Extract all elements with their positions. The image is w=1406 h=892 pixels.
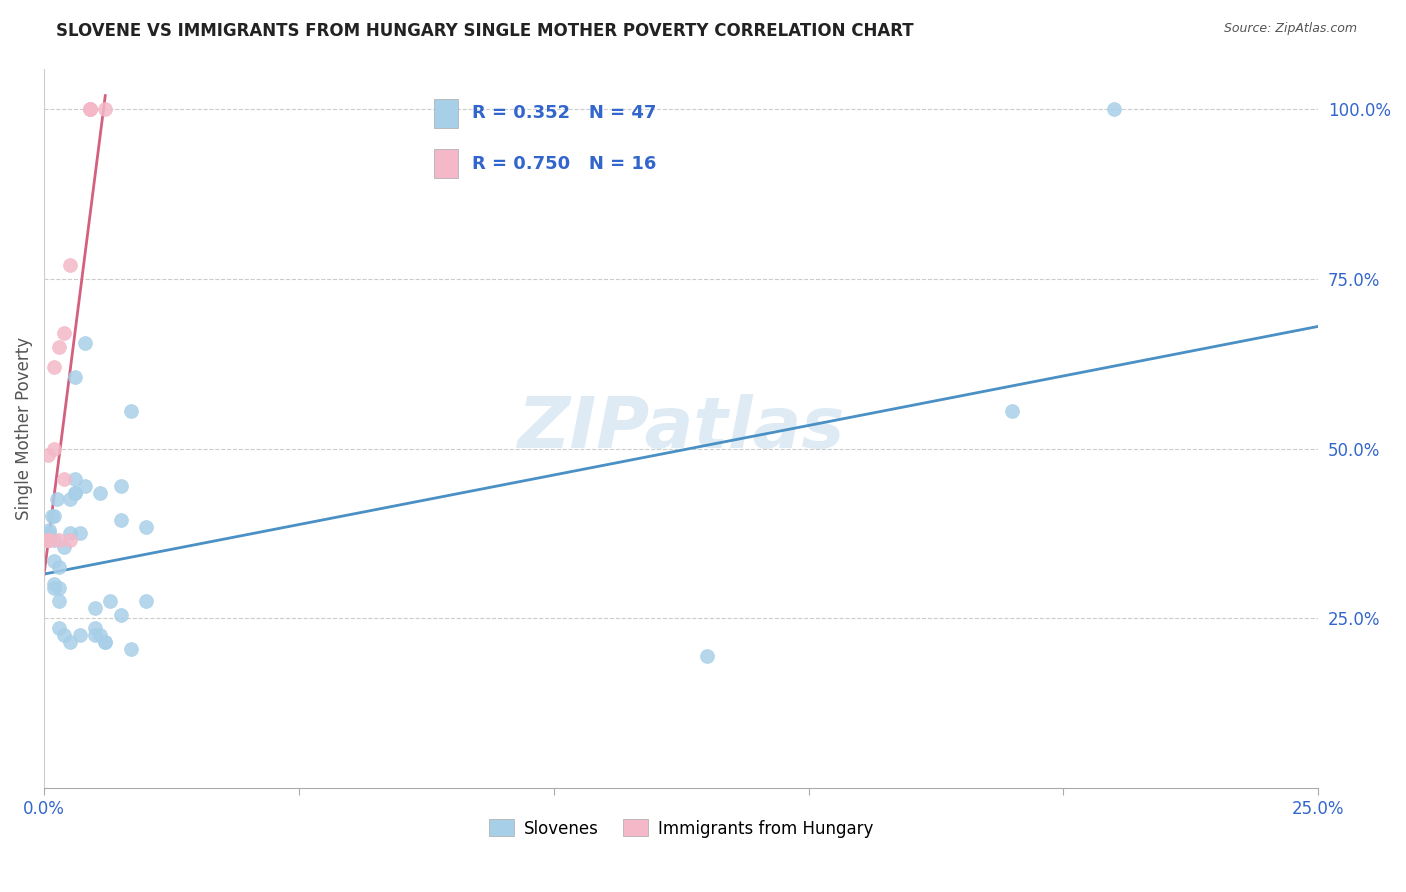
Point	[63, 485, 86, 500]
Point	[120, 641, 142, 656]
Point	[44, 442, 66, 456]
Point	[44, 581, 66, 595]
Point	[44, 509, 66, 524]
Point	[73, 479, 96, 493]
Text: ZIPatlas: ZIPatlas	[517, 393, 845, 463]
Point	[79, 102, 101, 116]
Point	[37, 533, 59, 548]
Y-axis label: Single Mother Poverty: Single Mother Poverty	[15, 336, 32, 520]
Point	[94, 635, 117, 649]
Point	[1001, 404, 1024, 418]
Point	[38, 530, 60, 544]
Text: Source: ZipAtlas.com: Source: ZipAtlas.com	[1223, 22, 1357, 36]
Point	[48, 533, 70, 548]
Point	[84, 628, 107, 642]
Point	[38, 526, 60, 541]
Point	[35, 533, 58, 548]
Point	[48, 340, 70, 354]
Point	[44, 577, 66, 591]
Legend: Slovenes, Immigrants from Hungary: Slovenes, Immigrants from Hungary	[482, 813, 880, 844]
Point	[98, 594, 121, 608]
Point	[94, 635, 117, 649]
Point	[38, 533, 60, 548]
Point	[48, 594, 70, 608]
Point	[44, 553, 66, 567]
Text: SLOVENE VS IMMIGRANTS FROM HUNGARY SINGLE MOTHER POVERTY CORRELATION CHART: SLOVENE VS IMMIGRANTS FROM HUNGARY SINGL…	[56, 22, 914, 40]
Point	[110, 479, 132, 493]
Point	[696, 648, 718, 663]
Point	[58, 258, 80, 272]
Point	[45, 492, 67, 507]
Point	[110, 607, 132, 622]
Point	[63, 370, 86, 384]
Point	[58, 533, 80, 548]
Point	[41, 509, 63, 524]
Point	[79, 102, 101, 116]
Point	[79, 102, 101, 116]
Point	[73, 336, 96, 351]
Point	[48, 560, 70, 574]
Point	[37, 448, 59, 462]
Point	[1104, 102, 1126, 116]
Point	[53, 326, 76, 341]
Point	[135, 519, 157, 533]
Point	[44, 533, 66, 548]
Point	[63, 472, 86, 486]
Point	[48, 621, 70, 635]
Point	[63, 485, 86, 500]
Point	[84, 621, 107, 635]
Point	[48, 581, 70, 595]
Point	[53, 472, 76, 486]
Point	[89, 485, 111, 500]
Point	[135, 594, 157, 608]
Point	[58, 492, 80, 507]
Point	[35, 533, 58, 548]
Point	[94, 102, 117, 116]
Point	[38, 523, 60, 537]
Point	[53, 628, 76, 642]
Point	[58, 635, 80, 649]
Point	[89, 628, 111, 642]
Point	[53, 540, 76, 554]
Point	[58, 526, 80, 541]
Point	[110, 513, 132, 527]
Point	[38, 533, 60, 548]
Point	[44, 360, 66, 375]
Point	[120, 404, 142, 418]
Point	[69, 526, 91, 541]
Point	[84, 601, 107, 615]
Point	[69, 628, 91, 642]
